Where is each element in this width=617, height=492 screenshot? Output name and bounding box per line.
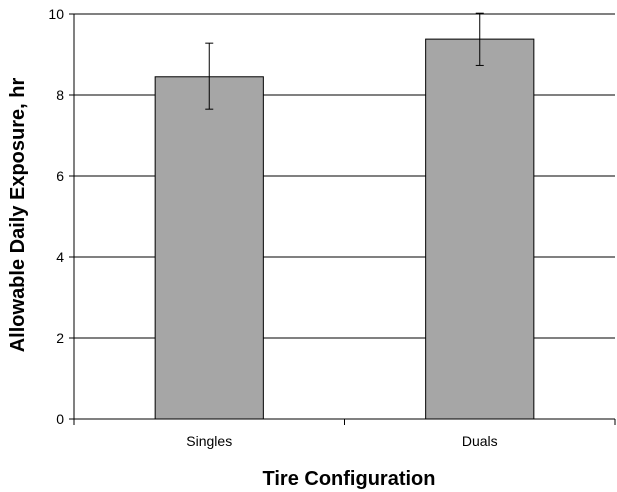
- y-tick-label: 4: [56, 249, 64, 265]
- y-tick-label: 0: [56, 411, 64, 427]
- bars: [154, 38, 535, 420]
- axes: 0 2 4 6 8 10 Singles Duals: [48, 6, 616, 449]
- y-tick-label: 10: [48, 6, 64, 22]
- bar: [154, 76, 264, 420]
- y-tick-label: 8: [56, 87, 64, 103]
- x-axis-title: Tire Configuration: [263, 468, 436, 490]
- x-tick-label: Duals: [462, 433, 498, 449]
- x-tick-label: Singles: [186, 433, 232, 449]
- y-tick-label: 2: [56, 330, 64, 346]
- error-bars: [205, 12, 484, 110]
- y-axis-title: Allowable Daily Exposure, hr: [7, 78, 29, 353]
- y-tick-label: 6: [56, 168, 64, 184]
- bar: [425, 38, 535, 420]
